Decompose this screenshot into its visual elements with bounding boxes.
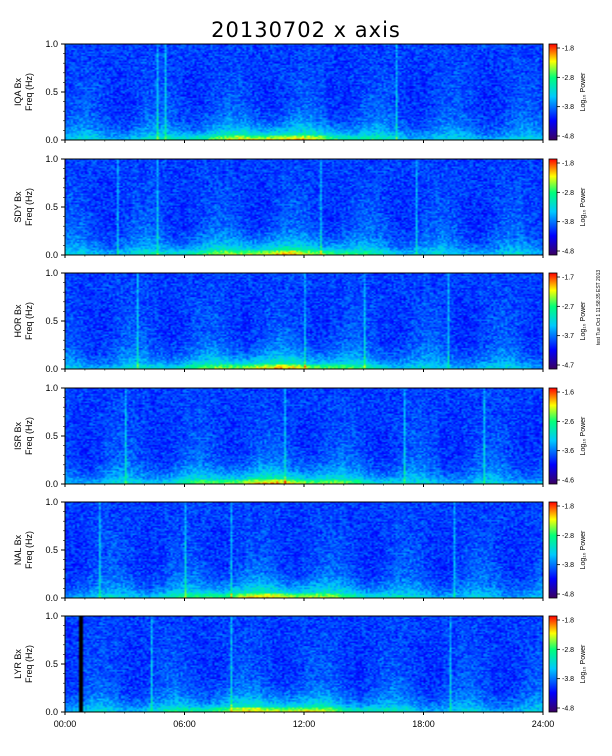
colorbar-label: Log₁₀ Power	[580, 530, 587, 569]
spectrogram-raster	[65, 159, 543, 255]
station-label: SDY Bx	[13, 191, 23, 223]
colorbar-tick-label: -4.6	[562, 478, 574, 485]
colorbar-tick-label: -1.8	[562, 46, 574, 53]
colorbar-tick-label: -2.8	[562, 533, 574, 540]
spectrogram-raster	[65, 388, 543, 484]
colorbar-tick-label: -3.8	[562, 562, 574, 569]
y-tick-label: 1.0	[45, 154, 58, 164]
colorbar-tick-label: -1.8	[562, 504, 574, 511]
colorbar-tick-label: -4.7	[562, 363, 574, 370]
x-tick-label: 24:00	[532, 719, 555, 729]
colorbar-tick-label: -2.8	[562, 190, 574, 197]
panel-1: 0.0 0.5 1.0 SDY Bx Freq (Hz) -1.8 -2.8 -3.8 -4.8…	[13, 154, 587, 260]
panel-3: 0.0 0.5 1.0 ISR Bx Freq (Hz) -1.6 -2.6 -3.6 -4.6…	[13, 383, 587, 489]
colorbar-label: Log₁₀ Power	[580, 72, 587, 111]
y-tick-label: 0.5	[45, 659, 58, 669]
station-label: NAL Bx	[13, 534, 23, 565]
colorbar-tick-label: -3.8	[562, 104, 574, 111]
panel-2: 0.0 0.5 1.0 HOR Bx Freq (Hz) -1.7 -2.7 -3.7 -4.7…	[13, 268, 587, 374]
colorbar-label: Log₁₀ Power	[580, 644, 587, 683]
y-tick-label: 0.5	[45, 202, 58, 212]
colorbar-tick-label: -3.8	[562, 676, 574, 683]
y-tick-label: 0.5	[45, 87, 58, 97]
y-tick-label: 0.0	[45, 593, 58, 603]
y-tick-label: 0.0	[45, 364, 58, 374]
colorbar-label: Log₁₀ Power	[580, 416, 587, 455]
colorbar-label: Log₁₀ Power	[580, 301, 587, 340]
colorbar	[548, 387, 558, 485]
panel-0: 0.0 0.5 1.0 IQA Bx Freq (Hz) -1.8 -2.8 -3.8 -4.8…	[13, 39, 587, 145]
spectrogram-raster	[65, 273, 543, 369]
y-tick-label: 1.0	[45, 383, 58, 393]
colorbar-tick-label: -1.8	[562, 618, 574, 625]
colorbar	[548, 615, 558, 713]
y-tick-label: 0.5	[45, 316, 58, 326]
colorbar-tick-label: -4.8	[562, 249, 574, 256]
x-tick-label: 18:00	[412, 719, 435, 729]
y-tick-label: 0.0	[45, 250, 58, 260]
station-label: ISR Bx	[13, 422, 23, 451]
colorbar-tick-label: -1.8	[562, 161, 574, 168]
freq-label: Freq (Hz)	[24, 188, 34, 226]
x-tick-label: 12:00	[293, 719, 316, 729]
colorbar-tick-label: -1.7	[562, 275, 574, 282]
colorbar-tick-label: -3.8	[562, 219, 574, 226]
freq-label: Freq (Hz)	[24, 531, 34, 569]
colorbar-tick-label: -4.8	[562, 134, 574, 141]
freq-label: Freq (Hz)	[24, 417, 34, 455]
chart-title: 20130702 x axis	[211, 18, 401, 42]
colorbar-tick-label: -2.7	[562, 304, 574, 311]
y-tick-label: 0.5	[45, 431, 58, 441]
panel-4: 0.0 0.5 1.0 NAL Bx Freq (Hz) -1.8 -2.8 -3.8 -4.8…	[13, 497, 587, 603]
y-tick-label: 1.0	[45, 39, 58, 49]
colorbar	[548, 501, 558, 599]
spectrogram-raster	[65, 502, 543, 598]
y-tick-label: 1.0	[45, 268, 58, 278]
spectrogram-raster	[65, 616, 543, 712]
colorbar-tick-label: -4.8	[562, 592, 574, 599]
spectrogram-raster	[65, 44, 543, 140]
colorbar-tick-label: -3.6	[562, 448, 574, 455]
colorbar-label: Log₁₀ Power	[580, 187, 587, 226]
colorbar-tick-label: -3.7	[562, 333, 574, 340]
colorbar-tick-label: -2.8	[562, 647, 574, 654]
x-tick-label: 00:00	[54, 719, 77, 729]
colorbar-tick-label: -2.8	[562, 75, 574, 82]
panel-5: 0.0 0.5 1.0 LYR Bx Freq (Hz) -1.8 -2.8 -3.8 -4.8…	[13, 611, 587, 717]
colorbar-tick-label: -2.6	[562, 419, 574, 426]
y-tick-label: 0.5	[45, 545, 58, 555]
freq-label: Freq (Hz)	[24, 302, 34, 340]
station-label: IQA Bx	[13, 77, 23, 106]
colorbar	[548, 158, 558, 256]
station-label: LYR Bx	[13, 649, 23, 679]
colorbar-tick-label: -1.6	[562, 390, 574, 397]
freq-label: Freq (Hz)	[24, 73, 34, 111]
y-tick-label: 0.0	[45, 135, 58, 145]
station-label: HOR Bx	[13, 304, 23, 338]
colorbar	[548, 272, 558, 370]
y-tick-label: 0.0	[45, 707, 58, 717]
y-tick-label: 0.0	[45, 479, 58, 489]
y-tick-label: 1.0	[45, 497, 58, 507]
x-tick-label: 06:00	[173, 719, 196, 729]
colorbar	[548, 43, 558, 141]
freq-label: Freq (Hz)	[24, 645, 34, 683]
colorbar-tick-label: -4.8	[562, 706, 574, 713]
y-tick-label: 1.0	[45, 611, 58, 621]
